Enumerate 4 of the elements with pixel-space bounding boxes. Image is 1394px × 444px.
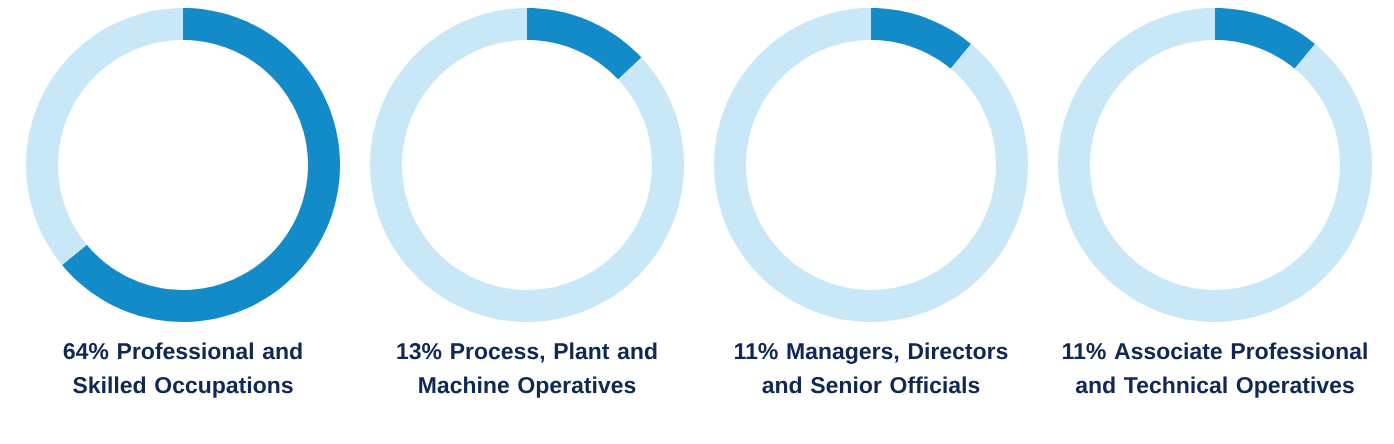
text: 13% Process, Plant and Machine Operatives <box>397 342 657 398</box>
text: 11% Managers, Directors and Senior Officials <box>735 342 1008 394</box>
text: 64% Professional and Skilled Occupations <box>63 342 302 398</box>
text: 11% Associate Professional and Technical Operatives <box>1063 342 1367 398</box>
